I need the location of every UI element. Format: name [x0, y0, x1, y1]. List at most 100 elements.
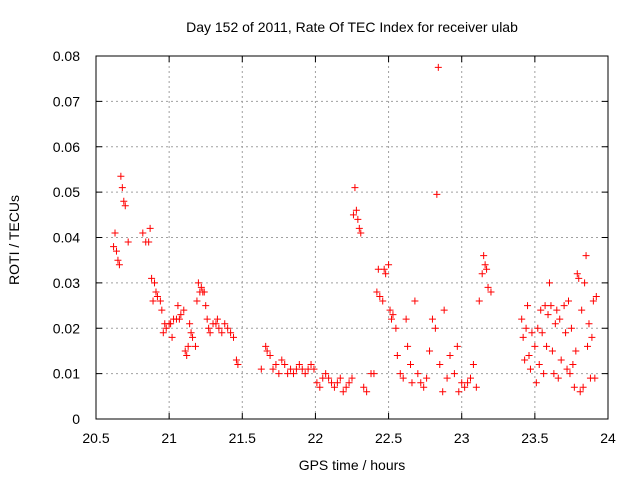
data-point: [351, 184, 359, 192]
data-point: [183, 351, 191, 359]
data-point: [439, 388, 447, 396]
data-point: [528, 329, 536, 337]
data-point: [534, 324, 542, 332]
data-point: [540, 370, 548, 378]
data-point: [111, 229, 119, 237]
data-point: [266, 351, 274, 359]
x-tick-label: 22.5: [375, 430, 402, 446]
axis-ticks: [95, 55, 609, 420]
data-point: [230, 333, 238, 341]
data-point: [319, 374, 327, 382]
data-point: [417, 379, 425, 387]
data-point: [342, 383, 350, 391]
data-point: [224, 324, 232, 332]
data-point: [408, 379, 416, 387]
data-point: [152, 288, 160, 296]
data-point: [553, 306, 561, 314]
data-point: [469, 361, 477, 369]
data-point: [585, 320, 593, 328]
data-point: [110, 243, 118, 251]
data-point: [281, 361, 289, 369]
data-point: [360, 383, 368, 391]
data-point: [576, 388, 584, 396]
data-point: [535, 361, 543, 369]
data-point: [450, 370, 458, 378]
data-point: [215, 324, 223, 332]
y-tick-labels: 0 0.01 0.02 0.03 0.04 0.05 0.06 0.07 0.08: [53, 48, 80, 427]
data-point: [354, 215, 362, 223]
data-point: [363, 388, 371, 396]
data-point: [194, 279, 202, 287]
data-point: [121, 202, 129, 210]
data-point: [569, 361, 577, 369]
data-point: [385, 261, 393, 269]
data-point: [431, 324, 439, 332]
data-point: [159, 329, 167, 337]
data-point: [213, 315, 221, 323]
data-point: [146, 224, 154, 232]
data-point: [202, 302, 210, 310]
x-tick-label: 21: [161, 430, 177, 446]
data-point: [518, 315, 526, 323]
data-point: [592, 292, 600, 300]
data-point: [336, 374, 344, 382]
data-point: [589, 297, 597, 305]
data-point: [272, 361, 280, 369]
data-point: [579, 383, 587, 391]
data-point: [151, 279, 159, 287]
data-point: [578, 306, 586, 314]
data-point: [414, 370, 422, 378]
data-point: [591, 374, 599, 382]
data-point: [156, 297, 164, 305]
data-point: [466, 374, 474, 382]
data-point: [295, 361, 303, 369]
data-point: [407, 361, 415, 369]
data-point: [392, 324, 400, 332]
data-point: [472, 383, 480, 391]
data-point: [584, 342, 592, 350]
data-point: [521, 356, 529, 364]
data-point: [543, 342, 551, 350]
data-point: [174, 302, 182, 310]
x-tick-label: 22: [308, 430, 324, 446]
data-point: [187, 329, 195, 337]
data-point: [348, 374, 356, 382]
data-point: [232, 356, 240, 364]
data-point: [573, 270, 581, 278]
data-point: [531, 342, 539, 350]
data-point: [387, 315, 395, 323]
data-point: [118, 184, 126, 192]
data-point: [193, 297, 201, 305]
data-point: [541, 302, 549, 310]
data-point: [554, 374, 562, 382]
data-point: [352, 206, 360, 214]
data-point: [330, 383, 338, 391]
data-point: [379, 297, 387, 305]
data-point: [484, 283, 492, 291]
data-point: [525, 351, 533, 359]
data-point: [325, 374, 333, 382]
data-point: [426, 347, 434, 355]
data-point: [175, 315, 183, 323]
data-point: [404, 342, 412, 350]
x-tick-label: 20.5: [82, 430, 109, 446]
data-point: [145, 238, 153, 246]
data-point: [481, 261, 489, 269]
data-point: [548, 347, 556, 355]
data-point: [538, 329, 546, 337]
data-point: [547, 302, 555, 310]
data-point: [581, 279, 589, 287]
data-point: [443, 374, 451, 382]
data-point: [455, 388, 463, 396]
data-point: [189, 333, 197, 341]
data-point: [212, 320, 220, 328]
data-point: [355, 224, 363, 232]
data-point: [567, 324, 575, 332]
data-point: [487, 288, 495, 296]
data-point: [436, 361, 444, 369]
data-point: [440, 306, 448, 314]
data-point: [446, 351, 454, 359]
data-point: [205, 324, 213, 332]
x-tick-label: 21.5: [229, 430, 256, 446]
